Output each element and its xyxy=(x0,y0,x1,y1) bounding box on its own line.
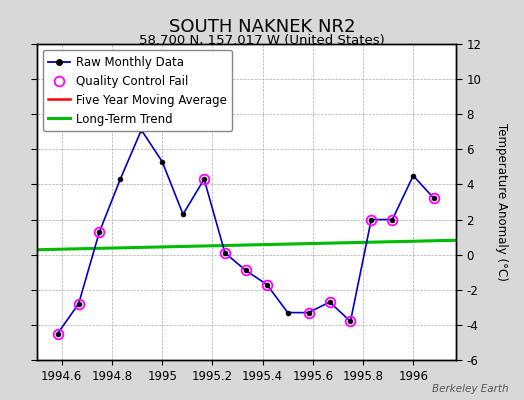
Y-axis label: Temperature Anomaly (°C): Temperature Anomaly (°C) xyxy=(495,123,508,281)
Text: SOUTH NAKNEK NR2: SOUTH NAKNEK NR2 xyxy=(169,18,355,36)
Text: Berkeley Earth: Berkeley Earth xyxy=(432,384,508,394)
Legend: Raw Monthly Data, Quality Control Fail, Five Year Moving Average, Long-Term Tren: Raw Monthly Data, Quality Control Fail, … xyxy=(42,50,233,132)
Text: 58.700 N, 157.017 W (United States): 58.700 N, 157.017 W (United States) xyxy=(139,34,385,47)
